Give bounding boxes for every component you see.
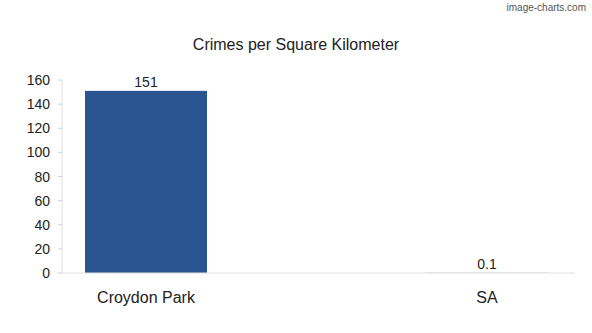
- bars: [85, 91, 548, 273]
- y-tick: [58, 80, 62, 81]
- y-tick: [58, 200, 62, 201]
- y-tick-label: 100: [27, 144, 51, 160]
- y-tick: [58, 248, 62, 249]
- x-tick-label: SA: [476, 289, 498, 306]
- y-tick-label: 120: [27, 120, 51, 136]
- y-tick-label: 140: [27, 96, 51, 112]
- y-tick: [58, 273, 62, 274]
- y-tick: [58, 224, 62, 225]
- title: Crimes per Square Kilometer: [193, 36, 400, 53]
- y-tick-label: 20: [34, 241, 50, 257]
- data-label: 0.1: [477, 256, 497, 272]
- y-tick: [58, 104, 62, 105]
- watermark: image-charts.com: [507, 2, 586, 13]
- chart: image-charts.com Crimes per Square Kilome…: [0, 0, 592, 333]
- y-tick-label: 160: [27, 72, 51, 88]
- data-label: 151: [134, 74, 158, 90]
- y-tick: [58, 176, 62, 177]
- y-tick-label: 80: [34, 169, 50, 185]
- y-tick-label: 60: [34, 193, 50, 209]
- x-axis: [62, 273, 575, 274]
- y-tick-label: 40: [34, 217, 50, 233]
- y-tick-label: 0: [42, 265, 50, 281]
- y-tick: [58, 152, 62, 153]
- y-axis: [62, 80, 63, 273]
- x-tick-label: Croydon Park: [97, 289, 196, 306]
- y-tick: [58, 128, 62, 129]
- bar: [85, 91, 207, 273]
